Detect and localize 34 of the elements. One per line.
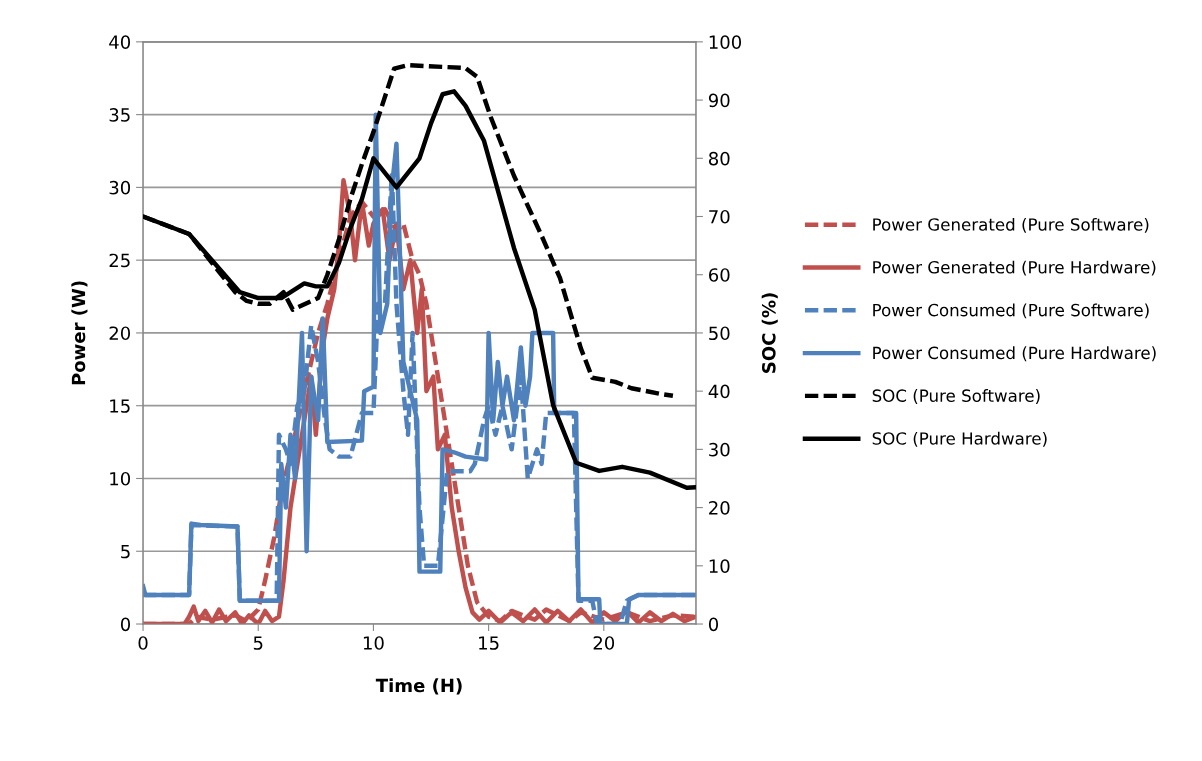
y2-tick-label: 60 — [709, 268, 730, 282]
legend-label: SOC (Pure Software) — [872, 389, 1040, 404]
x-tick-label: 5 — [253, 636, 263, 650]
y-tick-label: 15 — [110, 399, 130, 413]
y-tick-label: 30 — [109, 180, 131, 195]
legend-label: Power Generated (Pure Software) — [873, 217, 1149, 233]
y2-tick-label: 40 — [708, 384, 730, 399]
y2-tick-label: 30 — [709, 442, 730, 457]
x-tick-label: 0 — [138, 636, 148, 650]
y-tick-label: 25 — [109, 253, 130, 268]
y2-tick-label: 100 — [709, 35, 742, 49]
y2-tick-label: 70 — [709, 209, 730, 224]
x-axis-title: Time (H) — [375, 678, 462, 695]
y-tick-label: 10 — [110, 471, 131, 486]
y2-axis-title: SOC (%) — [761, 293, 778, 373]
y2-tick-label: 20 — [709, 501, 730, 515]
y-tick-label: 5 — [121, 544, 130, 559]
x-tick-label: 15 — [479, 636, 499, 650]
legend-label: Power Consumed (Pure Software) — [873, 303, 1149, 319]
y2-tick-label: 10 — [709, 559, 730, 573]
y2-tick-label: 80 — [708, 151, 730, 166]
y2-tick-label: 50 — [709, 326, 730, 341]
x-tick-label: 20 — [593, 636, 615, 650]
y2-tick-label: 90 — [708, 93, 730, 108]
y-tick-label: 40 — [109, 35, 131, 49]
y-axis-title: Power (W) — [71, 281, 88, 385]
x-tick-label: 10 — [363, 636, 384, 650]
y-tick-label: 0 — [120, 617, 131, 632]
legend-label: Power Generated (Pure Hardware) — [873, 260, 1156, 276]
y2-tick-label: 0 — [708, 617, 719, 632]
legend-label: Power Consumed (Pure Hardware) — [873, 346, 1156, 362]
legend-label: SOC (Pure Hardware) — [872, 431, 1047, 447]
y-tick-label: 20 — [109, 326, 131, 341]
y-tick-label: 35 — [109, 108, 130, 122]
